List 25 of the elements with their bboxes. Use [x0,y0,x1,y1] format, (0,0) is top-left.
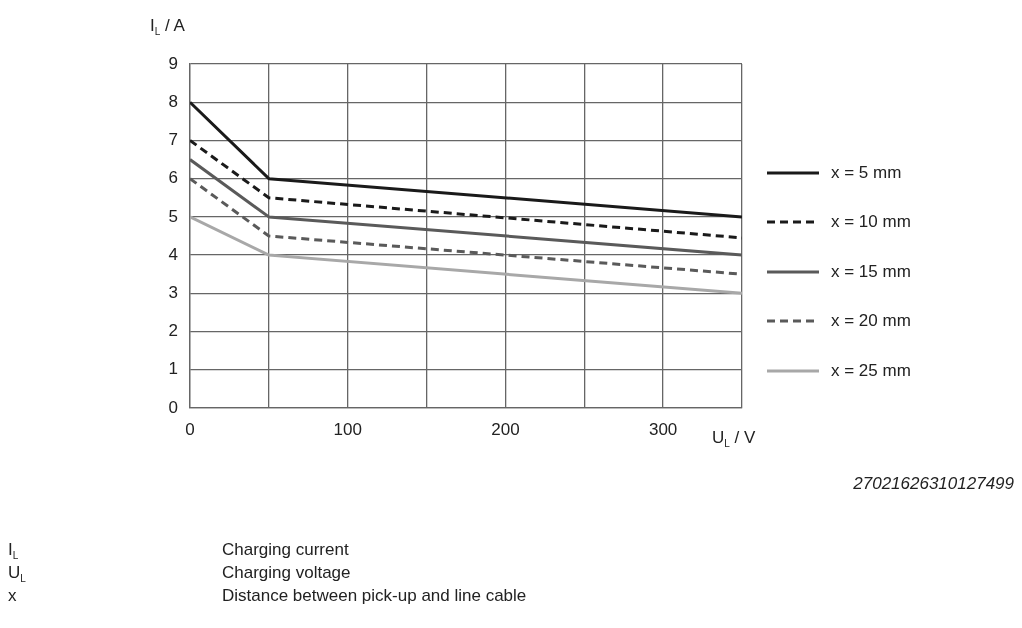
text: U$_{L}$ Charging voltage [8,563,351,585]
y-tick-label: 8 [168,91,178,111]
y-tick-label: 7 [168,130,178,150]
x-tick-label: 200 [491,419,520,439]
y-axis-title: I$_{L}$ / A [150,16,185,38]
text: x Distance between pick-up and line cable [8,586,527,605]
x-tick-label: 300 [648,419,678,439]
y-tick-label: 2 [168,321,178,341]
y-tick-label: 6 [168,168,178,188]
y-tick-label: 4 [168,244,178,264]
y-tick-label: 1 [168,359,178,379]
y-tick-label: 3 [168,283,178,303]
y-tick-label: 9 [168,53,178,73]
x-tick-label: 100 [333,419,362,439]
y-tick-label: 0 [168,397,178,417]
legend-label: x = 10 mm [831,212,911,233]
y-tick-label: 5 [168,206,178,226]
x-tick-label: 0 [185,419,195,439]
text: 27021626310127499 [853,474,1014,494]
legend-label: x = 5 mm [831,162,902,183]
legend-label: x = 20 mm [831,311,911,332]
legend-label: x = 15 mm [831,261,911,282]
text: I$_{L}$ Charging current [8,540,349,562]
legend-label: x = 25 mm [831,360,911,381]
x-axis-title: U$_{L}$ / V [712,428,756,450]
